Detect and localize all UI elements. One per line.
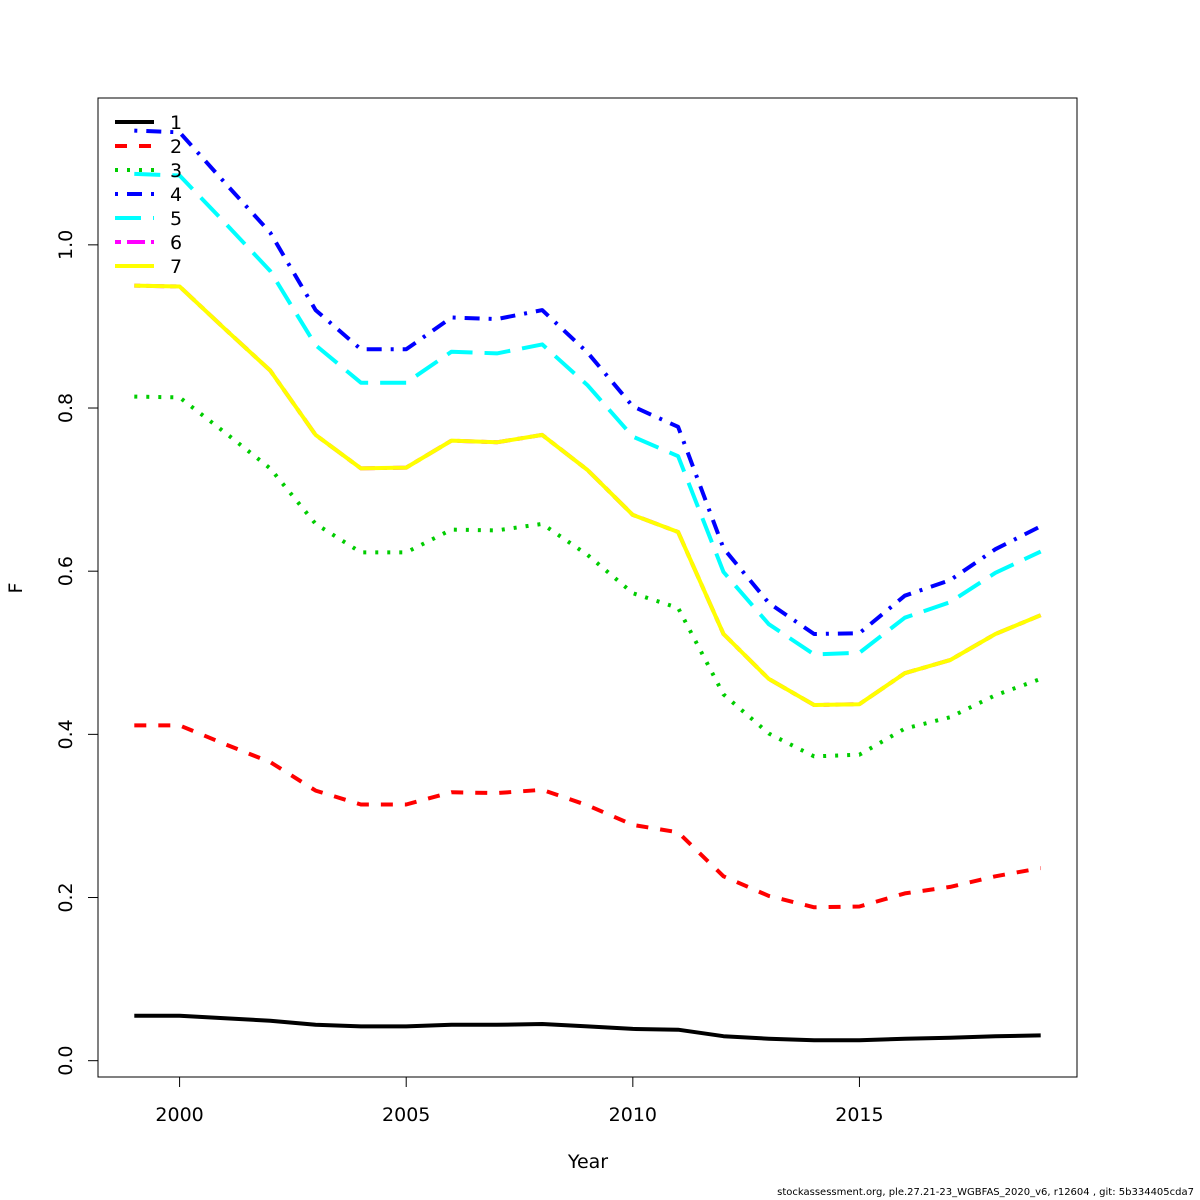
legend-label-4: 4 — [170, 184, 182, 206]
y-tick-label: 0.8 — [55, 393, 77, 423]
y-tick-label: 0.0 — [55, 1046, 77, 1076]
y-tick-label: 0.4 — [55, 719, 77, 749]
series-line-6 — [134, 283, 1042, 707]
legend-label-7: 7 — [170, 256, 182, 278]
x-tick-label: 2005 — [382, 1104, 430, 1126]
legend-label-6: 6 — [170, 232, 182, 254]
footer-note: stockassessment.org, ple.27.21-23_WGBFAS… — [777, 1187, 1194, 1198]
y-axis: 0.0 0.2 0.4 0.6 0.8 1.0 — [55, 230, 99, 1076]
x-tick-label: 2010 — [609, 1104, 657, 1126]
series-line-3 — [134, 394, 1042, 759]
series-line-2 — [134, 723, 1042, 910]
legend-label-2: 2 — [170, 136, 182, 158]
legend-label-3: 3 — [170, 160, 182, 182]
series-line-1 — [134, 1013, 1041, 1043]
x-tick-label: 2015 — [835, 1104, 883, 1126]
legend-label-1: 1 — [170, 112, 182, 134]
x-axis: 2000 2005 2010 2015 — [155, 1076, 884, 1126]
y-tick-label: 1.0 — [55, 230, 77, 260]
x-tick-label: 2000 — [155, 1104, 203, 1126]
y-axis-label: F — [5, 583, 27, 594]
y-tick-label: 0.6 — [55, 556, 77, 586]
y-tick-label: 0.2 — [55, 882, 77, 912]
series-line-4 — [134, 128, 1042, 636]
series-line-7 — [134, 283, 1042, 707]
series-layer — [134, 128, 1042, 1043]
series-line-5 — [134, 171, 1042, 657]
plot-frame — [97, 97, 1078, 1078]
x-axis-label: Year — [567, 1151, 608, 1173]
legend-label-5: 5 — [170, 208, 182, 230]
